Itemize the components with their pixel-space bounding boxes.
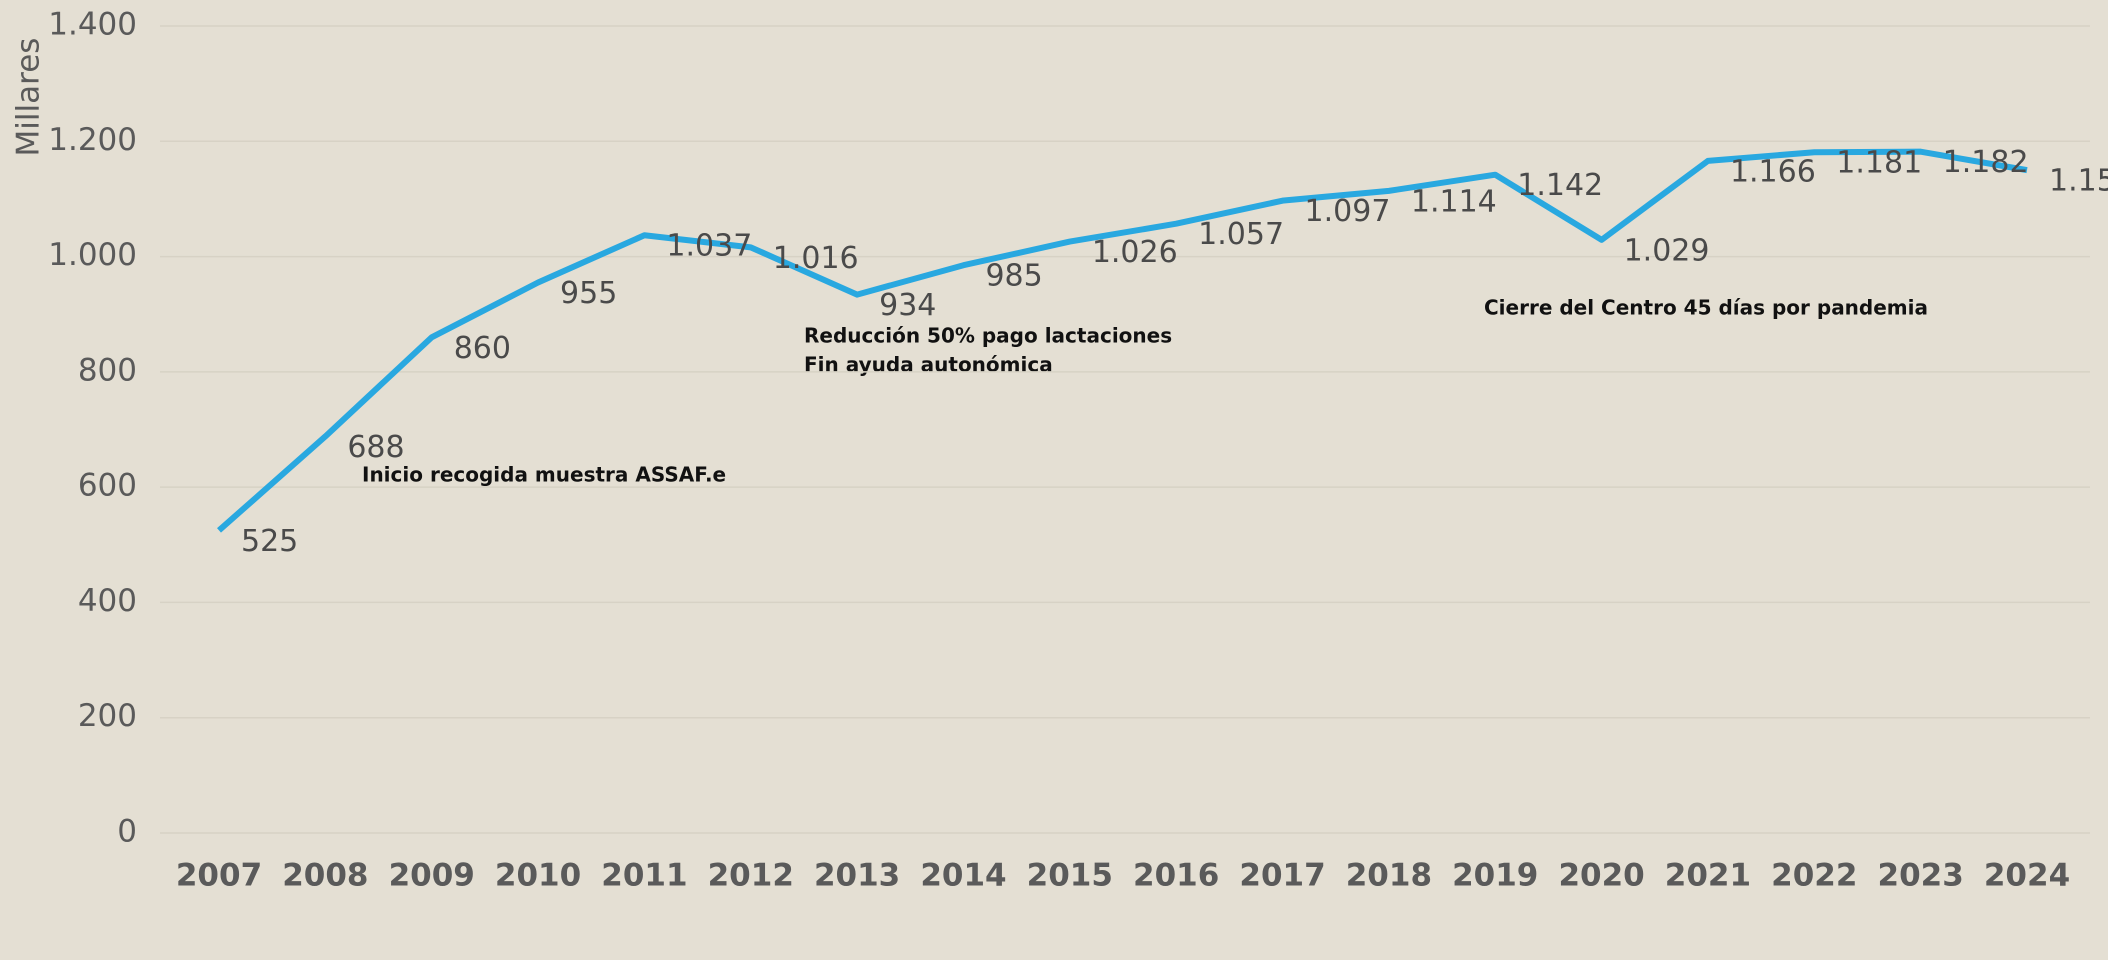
y-tick-label: 0 [117,814,137,850]
data-label: 1.016 [773,241,859,276]
data-label: 1.029 [1624,233,1710,268]
x-tick-label: 2024 [1984,858,2070,894]
data-label: 1.150 [2049,164,2108,199]
x-tick-label: 2008 [282,858,368,894]
data-label: 1.181 [1836,146,1922,181]
x-tick-label: 2009 [389,858,475,894]
y-tick-label: 800 [78,352,137,388]
annotation: Reducción 50% pago lactaciones [804,324,1172,348]
data-label: 955 [560,276,617,311]
x-tick-label: 2017 [1239,858,1325,894]
x-tick-label: 2020 [1558,858,1644,894]
y-axis-label: Millares [11,38,47,157]
x-tick-label: 2014 [920,858,1006,894]
y-tick-label: 400 [78,583,137,619]
data-label: 688 [347,430,404,465]
x-tick-label: 2016 [1133,858,1219,894]
y-tick-label: 200 [78,698,137,734]
data-label: 525 [241,524,298,559]
line [217,148,2028,533]
annotation: Fin ayuda autonómica [804,353,1053,377]
data-label: 934 [879,288,936,323]
x-tick-label: 2021 [1665,858,1751,894]
x-tick-label: 2010 [495,858,581,894]
y-tick-label: 600 [78,468,137,504]
y-tick-label: 1.400 [48,7,137,43]
x-tick-label: 2019 [1452,858,1538,894]
x-tick-label: 2012 [708,858,794,894]
x-tick-label: 2015 [1027,858,1113,894]
annotation: Inicio recogida muestra ASSAF.e [362,463,726,487]
data-label: 1.114 [1411,184,1497,219]
data-label: 1.182 [1943,145,2029,180]
y-tick-label: 1.000 [48,237,137,273]
x-tick-label: 2023 [1878,858,1964,894]
data-label: 1.142 [1517,168,1603,203]
x-tick-label: 2011 [601,858,687,894]
data-label: 985 [985,259,1042,294]
y-tick-label: 1.200 [48,122,137,158]
data-label: 1.026 [1092,235,1178,270]
annotation: Cierre del Centro 45 días por pandemia [1484,296,1928,320]
data-label: 1.097 [1305,194,1391,229]
data-label: 860 [454,331,511,366]
x-tick-label: 2007 [176,858,262,894]
x-tick-label: 2018 [1346,858,1432,894]
x-tick-label: 2022 [1771,858,1857,894]
data-label: 1.057 [1198,217,1284,252]
x-tick-label: 2013 [814,858,900,894]
data-label: 1.037 [666,229,752,264]
data-label: 1.166 [1730,154,1816,189]
